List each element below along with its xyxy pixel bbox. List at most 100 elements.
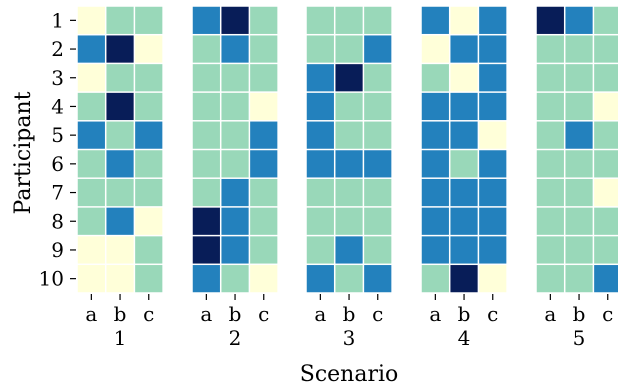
heatmap-cell (78, 208, 105, 235)
heatmap-cell (335, 150, 362, 177)
heatmap-cell (335, 35, 362, 62)
x-tick-label: c (372, 302, 383, 326)
heatmap-cell (250, 35, 277, 62)
heatmap-cell (537, 7, 564, 34)
heatmap-cell (450, 208, 477, 235)
heatmap-cell (422, 150, 449, 177)
scenario-label: 4 (458, 326, 471, 350)
heatmap-cell (450, 150, 477, 177)
heatmap-cell (364, 122, 391, 149)
x-tick-label: b (573, 302, 586, 326)
heatmap-cell (450, 7, 477, 34)
heatmap-cell (479, 208, 506, 235)
heatmap-cell (479, 265, 506, 292)
heatmap-cell (450, 93, 477, 120)
heatmap-cell (537, 236, 564, 263)
heatmap-cell (565, 93, 592, 120)
heatmap-cell (565, 236, 592, 263)
heatmap-cell (335, 265, 362, 292)
heatmap-cell (250, 122, 277, 149)
heatmap-cell (193, 236, 220, 263)
x-tick-label: a (314, 302, 326, 326)
heatmap-cell (78, 265, 105, 292)
x-tick-label: a (200, 302, 212, 326)
heatmap-cell (450, 236, 477, 263)
scenario-label: 5 (573, 326, 586, 350)
heatmap-cell (78, 150, 105, 177)
heatmap-cell (106, 93, 133, 120)
heatmap-cell (250, 236, 277, 263)
heatmap-cell (335, 93, 362, 120)
heatmap-cell (106, 179, 133, 206)
heatmap-panel: a b c3 (307, 7, 392, 350)
heatmap-cell (537, 35, 564, 62)
heatmap-cell (193, 150, 220, 177)
heatmap-cell (106, 35, 133, 62)
heatmap-cell (422, 93, 449, 120)
heatmap-cell (307, 179, 334, 206)
heatmap-cell (135, 265, 162, 292)
heatmap-cell (335, 236, 362, 263)
heatmap-cell (537, 179, 564, 206)
heatmap-cell (78, 122, 105, 149)
heatmap-cell (450, 64, 477, 91)
heatmap-cell (78, 7, 105, 34)
x-tick-label: b (229, 302, 242, 326)
heatmap-cell (364, 265, 391, 292)
heatmap-cell (594, 35, 618, 62)
heatmap-cell (307, 93, 334, 120)
heatmap-cell (307, 64, 334, 91)
heatmap-panel: a b c1 (78, 7, 163, 350)
heatmap-cell (537, 150, 564, 177)
heatmap-cell (307, 35, 334, 62)
heatmap-cell (565, 35, 592, 62)
heatmap-cell (479, 179, 506, 206)
scenario-label: 3 (343, 326, 356, 350)
y-tick-label: 8 (51, 209, 64, 233)
heatmap-cell (135, 7, 162, 34)
heatmap-cell (250, 7, 277, 34)
x-tick-label: b (458, 302, 471, 326)
heatmap-cell (250, 150, 277, 177)
heatmap-cell (565, 64, 592, 91)
heatmap-cell (422, 122, 449, 149)
x-tick-label: c (487, 302, 498, 326)
heatmap-cell (307, 150, 334, 177)
heatmap-panel: a b c4 (422, 7, 507, 350)
heatmap-cell (364, 208, 391, 235)
heatmap-cell (221, 64, 248, 91)
y-tick-label: 1 (51, 8, 64, 32)
heatmap-cell (221, 93, 248, 120)
heatmap-cell (221, 35, 248, 62)
x-tick-label: c (602, 302, 613, 326)
scenario-label: 2 (229, 326, 242, 350)
heatmap-cell (135, 64, 162, 91)
y-tick-label: 3 (51, 66, 64, 90)
heatmap-cell (250, 179, 277, 206)
heatmap-cell (106, 122, 133, 149)
heatmap-cell (307, 7, 334, 34)
heatmap-cell (565, 208, 592, 235)
heatmap-cell (135, 35, 162, 62)
heatmap-cell (450, 35, 477, 62)
y-tick-label: 5 (51, 123, 64, 147)
heatmap-cell (78, 179, 105, 206)
heatmap-cell (422, 179, 449, 206)
heatmap-cell (135, 236, 162, 263)
heatmap-cell (594, 179, 618, 206)
heatmap-cell (193, 64, 220, 91)
heatmap-cell (106, 236, 133, 263)
heatmap-cell (565, 122, 592, 149)
heatmap-cell (594, 93, 618, 120)
heatmap-cell (565, 179, 592, 206)
x-tick-label: a (85, 302, 97, 326)
heatmap-cell (594, 122, 618, 149)
heatmap-cell (193, 265, 220, 292)
x-axis-label: Scenario (300, 362, 399, 387)
heatmap-cell (565, 7, 592, 34)
y-tick-label: 10 (39, 267, 64, 291)
heatmap-panel: a b c2 (193, 7, 278, 350)
heatmap-cell (106, 208, 133, 235)
heatmap-cell (565, 265, 592, 292)
